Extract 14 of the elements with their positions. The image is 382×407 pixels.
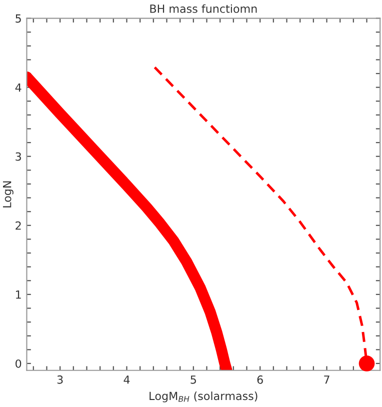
x-axis-title: LogM$_{BH}$ (solarmass) [150,392,258,402]
y-tick-label: 0 [16,359,22,368]
y-tick-label: 3 [16,152,21,161]
chart-title: BH mass functiomn [150,4,257,13]
y-tick-label: 1 [16,290,21,299]
x-tick-label: 6 [257,375,263,384]
x-tick-label: 5 [190,376,196,384]
x-tick-label: 4 [124,376,130,384]
y-tick-label: 2 [16,221,21,230]
y-axis-title: LogN [3,181,14,208]
y-tick-label: 5 [16,14,21,23]
y-tick-label: 4 [15,83,22,92]
x-tick-label: 3 [57,375,63,384]
x-tick-label: 7 [324,376,330,384]
